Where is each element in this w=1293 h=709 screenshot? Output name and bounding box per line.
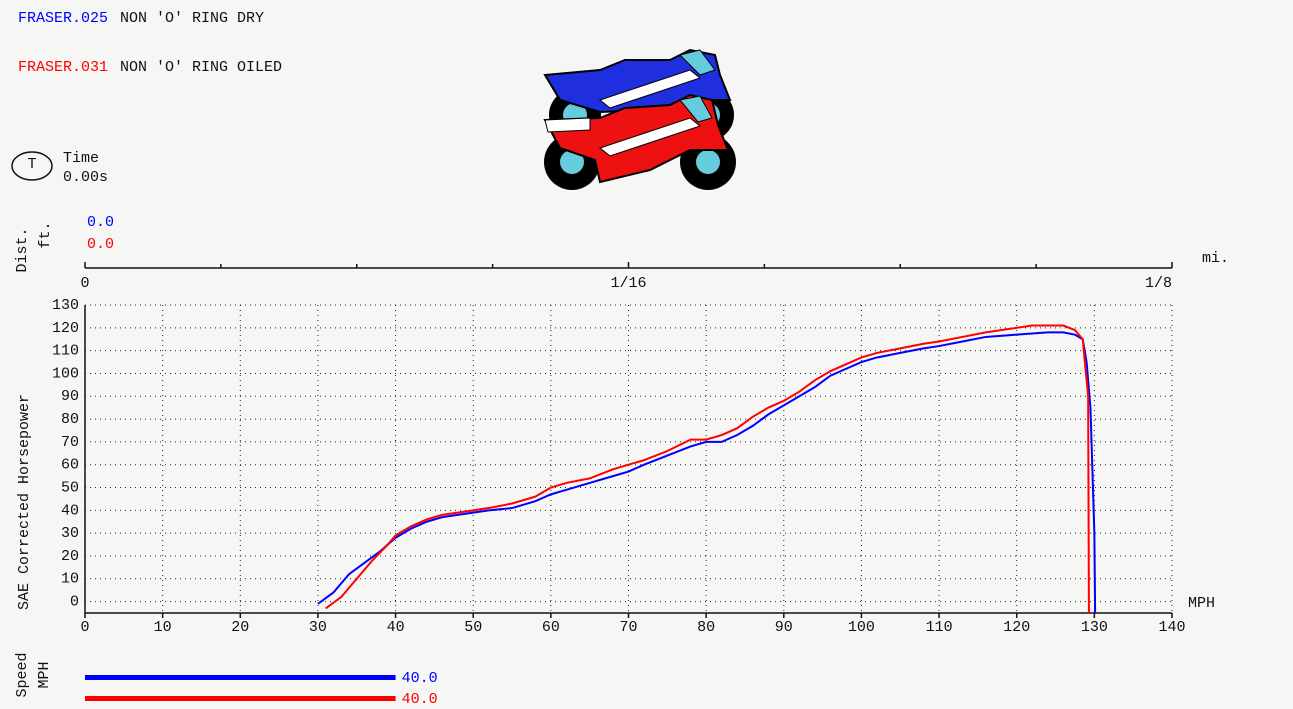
x-tick-label: 60 [542, 619, 560, 636]
y-tick-label: 30 [61, 525, 79, 542]
x-tick-label: 10 [154, 619, 172, 636]
speed-bar [85, 696, 396, 701]
legend-description: NON 'O' RING DRY [120, 10, 264, 27]
y-tick-label: 100 [52, 365, 79, 382]
y-tick-label: 80 [61, 411, 79, 428]
speed-bar [85, 675, 396, 680]
legend-name: FRASER.031 [18, 59, 108, 76]
legend-description: NON 'O' RING OILED [120, 59, 282, 76]
y-tick-label: 130 [52, 297, 79, 314]
speed-unit: MPH [36, 661, 53, 688]
speed-readout: 40.0 [402, 691, 438, 708]
y-axis-label: SAE Corrected Horsepower [16, 394, 33, 610]
distance-tick-label: 1/16 [610, 275, 646, 292]
distance-tick-label: 0 [80, 275, 89, 292]
x-tick-label: 110 [926, 619, 953, 636]
y-tick-label: 90 [61, 388, 79, 405]
x-axis-label: MPH [1188, 595, 1215, 612]
x-tick-label: 50 [464, 619, 482, 636]
y-tick-label: 50 [61, 479, 79, 496]
x-tick-label: 140 [1158, 619, 1185, 636]
x-tick-label: 90 [775, 619, 793, 636]
motorcycle-icon [544, 50, 736, 190]
x-tick-label: 100 [848, 619, 875, 636]
y-tick-label: 60 [61, 457, 79, 474]
y-tick-label: 10 [61, 571, 79, 588]
y-tick-label: 40 [61, 502, 79, 519]
distance-unit: ft. [37, 221, 54, 248]
distance-tick-label: 1/8 [1145, 275, 1172, 292]
distance-label: Dist. [14, 227, 31, 272]
distance-readout: 0.0 [87, 236, 114, 253]
y-tick-label: 70 [61, 434, 79, 451]
x-tick-label: 30 [309, 619, 327, 636]
y-tick-label: 120 [52, 320, 79, 337]
time-label: Time [63, 150, 99, 167]
x-tick-label: 0 [80, 619, 89, 636]
x-tick-label: 70 [619, 619, 637, 636]
distance-scale-unit: mi. [1202, 250, 1229, 267]
timer-icon-label: T [27, 156, 36, 173]
x-tick-label: 120 [1003, 619, 1030, 636]
x-tick-label: 80 [697, 619, 715, 636]
distance-readout: 0.0 [87, 214, 114, 231]
y-tick-label: 110 [52, 343, 79, 360]
y-tick-label: 0 [70, 594, 79, 611]
series-line [326, 326, 1089, 613]
speed-readout: 40.0 [402, 670, 438, 687]
speed-label: Speed [14, 652, 31, 697]
x-tick-label: 20 [231, 619, 249, 636]
x-tick-label: 40 [387, 619, 405, 636]
x-tick-label: 130 [1081, 619, 1108, 636]
legend-name: FRASER.025 [18, 10, 108, 27]
dyno-screen: T Time 0.00s Dist. ft. 0.0 0.0 mi. SAE C… [0, 0, 1293, 709]
time-value: 0.00s [63, 169, 108, 186]
y-tick-label: 20 [61, 548, 79, 565]
